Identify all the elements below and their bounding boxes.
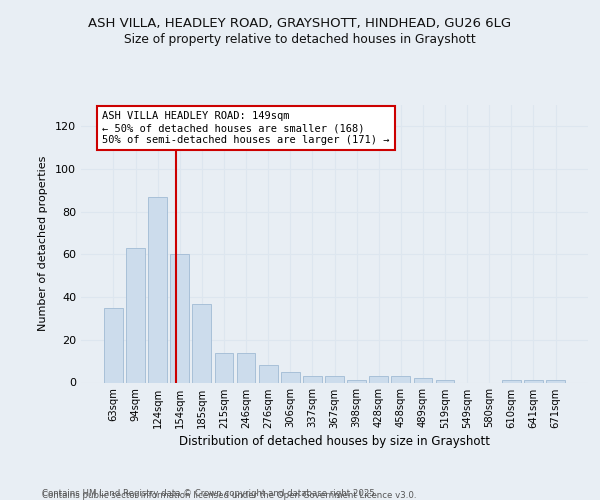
Bar	[347, 380, 366, 382]
Text: Size of property relative to detached houses in Grayshott: Size of property relative to detached ho…	[124, 32, 476, 46]
Bar	[502, 380, 521, 382]
Bar	[104, 308, 123, 382]
Y-axis label: Number of detached properties: Number of detached properties	[38, 156, 48, 332]
Text: Contains HM Land Registry data © Crown copyright and database right 2025.: Contains HM Land Registry data © Crown c…	[42, 488, 377, 498]
Bar	[370, 376, 388, 382]
Bar	[126, 248, 145, 382]
Bar	[236, 352, 256, 382]
Bar	[193, 304, 211, 382]
Bar	[148, 197, 167, 382]
Bar	[259, 366, 278, 382]
Bar	[413, 378, 433, 382]
Text: Contains public sector information licensed under the Open Government Licence v3: Contains public sector information licen…	[42, 491, 416, 500]
X-axis label: Distribution of detached houses by size in Grayshott: Distribution of detached houses by size …	[179, 434, 490, 448]
Bar	[524, 380, 543, 382]
Bar	[391, 376, 410, 382]
Text: ASH VILLA HEADLEY ROAD: 149sqm
← 50% of detached houses are smaller (168)
50% of: ASH VILLA HEADLEY ROAD: 149sqm ← 50% of …	[103, 112, 390, 144]
Bar	[546, 380, 565, 382]
Bar	[325, 376, 344, 382]
Bar	[436, 380, 454, 382]
Bar	[303, 376, 322, 382]
Bar	[170, 254, 189, 382]
Bar	[215, 352, 233, 382]
Bar	[281, 372, 299, 382]
Text: ASH VILLA, HEADLEY ROAD, GRAYSHOTT, HINDHEAD, GU26 6LG: ASH VILLA, HEADLEY ROAD, GRAYSHOTT, HIND…	[88, 18, 512, 30]
